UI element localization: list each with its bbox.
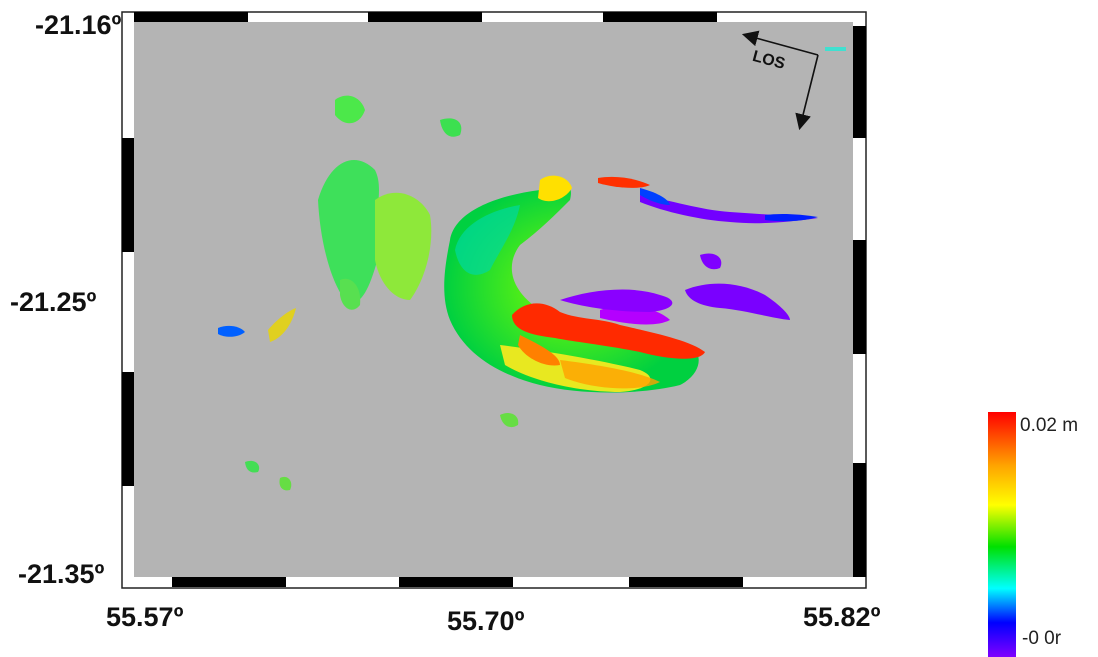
colorbar-min-label: -0 0r — [1022, 628, 1062, 649]
deformation-pattern — [218, 47, 846, 491]
left-border-scale — [122, 138, 134, 486]
lat-label-top: -21.16º — [35, 10, 122, 40]
lat-label-bottom: -21.35º — [18, 559, 105, 589]
lon-label-right: 55.82º — [803, 602, 881, 632]
lat-label-middle: -21.25º — [10, 287, 97, 317]
lon-label-middle: 55.70º — [447, 606, 525, 636]
top-border-scale — [134, 12, 717, 22]
colorbar — [988, 412, 1016, 657]
los-arrows — [741, 30, 819, 131]
right-border-scale — [853, 26, 866, 577]
colorbar-max-label: 0.02 m — [1020, 415, 1079, 436]
lon-label-left: 55.57º — [106, 602, 184, 632]
bottom-border-scale — [172, 577, 743, 587]
